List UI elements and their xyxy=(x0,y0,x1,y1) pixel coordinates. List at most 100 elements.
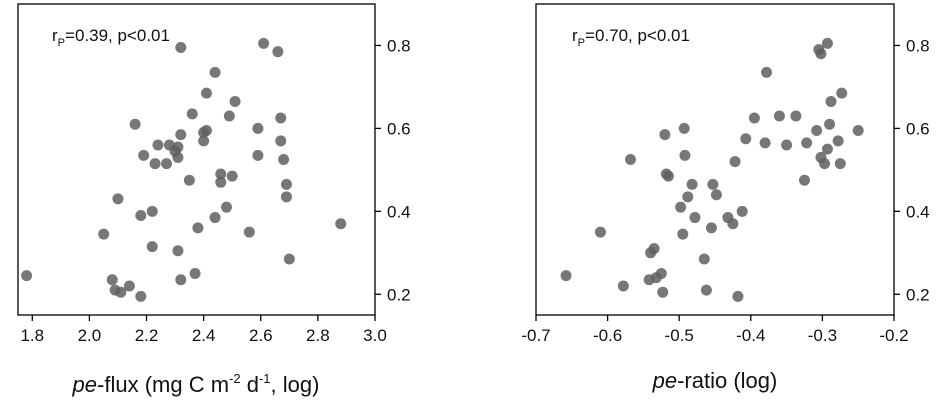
right-data-point xyxy=(655,268,667,280)
left-data-point xyxy=(112,193,124,205)
left-data-point xyxy=(161,158,173,170)
right-x-ticks: -0.7 -0.6 -0.5 -0.4 -0.3 -0.2 xyxy=(521,315,909,345)
right-data-point xyxy=(677,228,689,240)
left-x-tick-label: 1.8 xyxy=(20,326,44,345)
right-data-point xyxy=(729,156,741,168)
right-data-point xyxy=(700,284,712,296)
left-y-tick-label: 0.6 xyxy=(387,119,411,138)
left-data-point xyxy=(209,66,221,78)
left-data-point xyxy=(215,168,227,180)
left-data-point xyxy=(175,274,187,286)
left-data-point xyxy=(123,280,135,292)
right-data-point xyxy=(678,122,690,134)
right-data-point xyxy=(648,243,660,255)
left-data-point xyxy=(280,178,292,190)
right-data-point xyxy=(761,66,773,78)
left-data-point xyxy=(189,268,201,280)
left-data-point xyxy=(198,135,210,147)
left-data-point xyxy=(152,139,164,151)
left-x-tick-label: 2.0 xyxy=(78,326,102,345)
left-data-point xyxy=(252,149,264,161)
left-data-point xyxy=(115,286,127,298)
right-data-point xyxy=(617,280,629,292)
right-data-point xyxy=(698,253,710,265)
left-data-point xyxy=(215,176,227,188)
left-data-point xyxy=(229,95,241,107)
right-data-point xyxy=(710,189,722,201)
right-data-point xyxy=(679,149,691,161)
right-data-point xyxy=(821,143,833,155)
left-data-point xyxy=(335,218,347,230)
left-data-point xyxy=(172,151,184,163)
right-x-tick-label: -0.6 xyxy=(593,326,622,345)
left-data-point xyxy=(252,122,264,134)
left-data-point xyxy=(135,290,147,302)
right-data-point xyxy=(773,110,785,122)
left-x-tick-label: 2.8 xyxy=(306,326,330,345)
right-data-point xyxy=(560,270,572,282)
right-data-point xyxy=(748,112,760,124)
left-data-point xyxy=(146,205,158,217)
right-data-point xyxy=(815,48,827,60)
left-data-point xyxy=(278,154,290,165)
left-y-tick-label: 0.8 xyxy=(387,36,411,55)
right-y-tick-label: 0.8 xyxy=(906,36,930,55)
right-data-point xyxy=(821,37,833,49)
left-data-point xyxy=(186,108,198,120)
left-data-point xyxy=(138,149,150,161)
left-data-point xyxy=(200,124,212,136)
right-data-point xyxy=(811,124,823,136)
right-data-point xyxy=(824,118,836,130)
right-data-point xyxy=(790,110,802,122)
left-data-point xyxy=(272,46,284,58)
right-x-tick-label: -0.7 xyxy=(521,326,550,345)
left-data-point xyxy=(175,129,187,141)
right-x-tick-label: -0.2 xyxy=(879,326,908,345)
left-data-point xyxy=(223,110,235,122)
right-x-tick-label: -0.5 xyxy=(665,326,694,345)
right-data-point xyxy=(675,201,687,213)
left-data-point xyxy=(280,191,292,203)
left-plot-frame xyxy=(17,3,376,316)
right-x-tick-label: -0.3 xyxy=(808,326,837,345)
right-data-point xyxy=(740,133,752,145)
right-data-point xyxy=(799,174,810,186)
left-y-ticks: 0.2 0.4 0.6 0.8 xyxy=(375,36,411,304)
left-data-point xyxy=(275,135,287,147)
left-x-tick-label: 2.4 xyxy=(192,326,216,345)
right-data-point xyxy=(727,218,739,230)
right-data-point xyxy=(832,135,844,147)
right-panel: -0.7 -0.6 -0.5 -0.4 -0.3 -0.2 0.2 0.4 0.6 0.8 rP… xyxy=(521,3,930,393)
left-x-tick-label: 3.0 xyxy=(363,326,387,345)
left-y-tick-label: 0.2 xyxy=(387,285,411,304)
right-data-point xyxy=(682,191,694,203)
right-data-point xyxy=(834,158,846,170)
left-data-point xyxy=(98,228,110,240)
left-data-point xyxy=(146,241,158,253)
left-data-point xyxy=(21,270,33,282)
left-data-point xyxy=(175,42,187,54)
right-data-point xyxy=(801,137,813,149)
right-data-point xyxy=(825,95,837,107)
left-x-axis-title: pe-flux (mg C m-2 d-1, log) xyxy=(72,371,320,397)
left-data-point xyxy=(243,226,255,238)
right-points xyxy=(560,37,864,302)
left-data-point xyxy=(106,274,118,286)
right-data-point xyxy=(759,137,771,149)
right-data-point xyxy=(819,158,831,170)
left-data-point xyxy=(172,141,184,153)
left-data-point xyxy=(220,201,232,213)
left-data-point xyxy=(258,37,270,49)
right-correlation-annotation: rP=0.70, p<0.01 xyxy=(572,26,690,49)
right-data-point xyxy=(659,129,671,141)
left-data-point xyxy=(192,222,204,234)
right-plot-frame xyxy=(535,3,895,316)
left-data-point xyxy=(200,87,212,99)
right-y-tick-label: 0.4 xyxy=(906,202,930,221)
left-data-point xyxy=(209,212,221,224)
right-data-point xyxy=(707,178,719,190)
left-points xyxy=(21,37,347,302)
right-y-tick-label: 0.2 xyxy=(906,285,930,304)
right-data-point xyxy=(705,222,717,234)
